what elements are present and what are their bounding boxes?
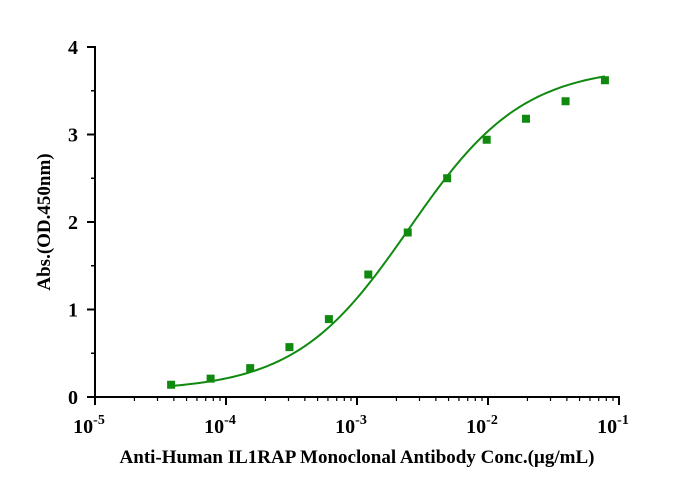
y-tick-label: 3 — [68, 125, 78, 147]
fit-curve-layer — [171, 75, 606, 387]
x-tick-label: 10-1 — [597, 413, 629, 438]
x-tick-label: 10-2 — [466, 413, 498, 438]
data-point — [521, 114, 530, 123]
data-point — [167, 380, 176, 389]
data-points-layer — [167, 76, 609, 389]
data-point — [482, 135, 491, 144]
data-point — [285, 343, 294, 352]
y-tick-label: 4 — [68, 37, 78, 59]
data-point — [403, 228, 412, 237]
x-axis-title: Anti-Human IL1RAP Monoclonal Antibody Co… — [120, 447, 595, 468]
y-tick-label: 2 — [68, 212, 78, 234]
x-tick-label: 10-4 — [204, 413, 236, 438]
fit-curve — [171, 75, 606, 387]
y-tick-label: 1 — [68, 300, 78, 322]
data-point — [246, 364, 255, 373]
data-point — [443, 174, 452, 183]
y-tick-label: 0 — [68, 387, 78, 409]
data-point — [324, 315, 333, 324]
data-point — [561, 97, 570, 106]
tick-labels-layer: 0 1 2 3 4 10-5 10-4 10-3 10-2 10-1 — [68, 37, 629, 438]
data-point — [206, 374, 215, 383]
x-tick-label: 10-3 — [335, 413, 367, 438]
axes — [87, 46, 620, 405]
y-axis-title: Abs.(OD.450nm) — [34, 153, 55, 290]
x-tick-label: 10-5 — [73, 413, 105, 438]
data-point — [364, 270, 373, 279]
data-point — [600, 76, 609, 85]
